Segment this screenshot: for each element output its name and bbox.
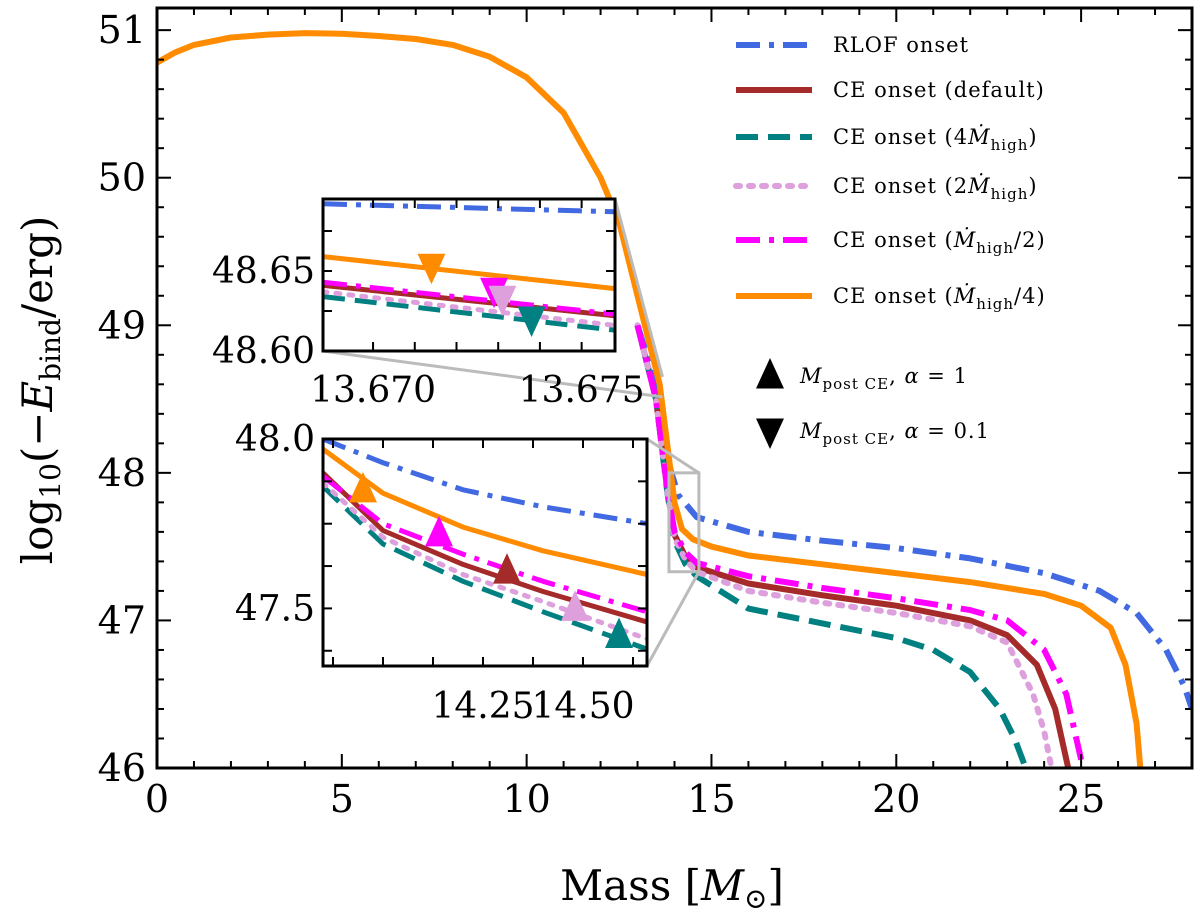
marker-alpha-0-1-7 [488, 285, 517, 317]
inset-2-frame [321, 437, 649, 668]
y-axis-label: log10(−Ebind/erg) [13, 216, 67, 565]
y-tick-label: 49 [98, 303, 146, 347]
legend-label-ce-mdot-half: CE onset (Ṁhigh/2) [833, 228, 1046, 257]
zoom-connector-inset-2-top [646, 437, 700, 475]
series-line-4 [634, 324, 1086, 768]
inset-1-lines [323, 201, 615, 333]
inset-2-markers [349, 471, 633, 649]
x-tick-label: 0 [145, 777, 169, 821]
x-tick-label: 20 [872, 777, 920, 821]
inset-1-series-line-0 [323, 201, 615, 215]
inset-x-tick-label: 14.25 [431, 686, 534, 727]
inset-1-ticks: 13.670 13.675 48.60 48.65 [212, 199, 645, 411]
inset-x-tick-label: 13.670 [310, 370, 436, 411]
legend-label-rlof: RLOF onset [833, 33, 969, 57]
legend-label-ce-default: CE onset (default) [833, 78, 1045, 102]
inset-2-series-line-0 [323, 439, 647, 527]
marker-alpha-0-1-5 [417, 253, 446, 285]
x-tick-label: 10 [502, 777, 550, 821]
inset-1-markers [417, 253, 546, 338]
marker-alpha-1-4 [605, 617, 633, 649]
legend-label-ce-2mdot: CE onset (2Ṁhigh) [833, 174, 1038, 203]
y-tick-label: 50 [98, 156, 146, 200]
y-tick-label: 48 [98, 451, 146, 495]
inset-y-tick-label: 47.5 [235, 588, 315, 629]
inset-y-tick-label: 48.0 [235, 419, 315, 460]
inset-1-series-line-5 [323, 254, 615, 292]
series-line-5 [157, 30, 1144, 768]
x-tick-label: 5 [330, 777, 354, 821]
main-axis-ticks: 0 5 10 15 20 25 46 47 48 49 50 51 [98, 8, 1193, 821]
marker-alpha-1-1 [425, 515, 453, 547]
y-tick-label: 51 [98, 8, 146, 52]
inset-1: 13.670 13.675 48.60 48.65 [212, 197, 645, 411]
legend-label-alpha-0-1: Mpost CE, α = 0.1 [799, 419, 990, 448]
inset-x-tick-label: 13.675 [519, 370, 645, 411]
x-tick-label: 25 [1057, 777, 1105, 821]
legend-markers [756, 357, 784, 450]
legend-marker-down [756, 418, 784, 450]
inset-1-frame [321, 197, 617, 353]
inset-1-series-line-4 [323, 279, 615, 317]
marker-alpha-1-0 [349, 471, 377, 503]
x-tick-label: 15 [687, 777, 735, 821]
legend-label-alpha-1: Mpost CE, α = 1 [799, 364, 968, 393]
inset-2-series-line-2 [323, 484, 647, 652]
inset-y-tick-label: 48.65 [212, 251, 315, 292]
zoom-connector-inset-2-bottom [645, 571, 701, 667]
marker-alpha-1-3 [561, 590, 589, 621]
legend-lines [733, 42, 815, 299]
inset-2-series-line-4 [323, 474, 647, 615]
zoom-connector-inset-1-bottom [322, 349, 663, 399]
inset-1-series-line-3 [323, 289, 615, 328]
x-axis-label: Mass [M⊙] [560, 861, 784, 915]
legend-label-ce-mdot-quarter: CE onset (Ṁhigh/4) [833, 284, 1046, 313]
inset-2-background [323, 439, 647, 666]
inset-y-tick-label: 48.60 [212, 331, 315, 372]
marker-alpha-1-2 [493, 553, 521, 584]
y-tick-label: 46 [98, 746, 146, 790]
y-tick-label: 47 [98, 598, 146, 642]
inset-zoom-guides [322, 198, 701, 667]
zoom-box-inset-2 [667, 471, 701, 574]
marker-alpha-0-1-8 [517, 306, 546, 338]
inset-x-tick-label: 14.50 [531, 686, 634, 727]
inset-1-series-line-2 [323, 294, 615, 333]
legend: RLOF onset CE onset (default) CE onset (… [733, 33, 1046, 450]
legend-label-ce-4mdot: CE onset (4Ṁhigh) [833, 125, 1038, 154]
legend-marker-up [756, 357, 784, 389]
zoom-connector-inset-1-top [613, 198, 664, 378]
